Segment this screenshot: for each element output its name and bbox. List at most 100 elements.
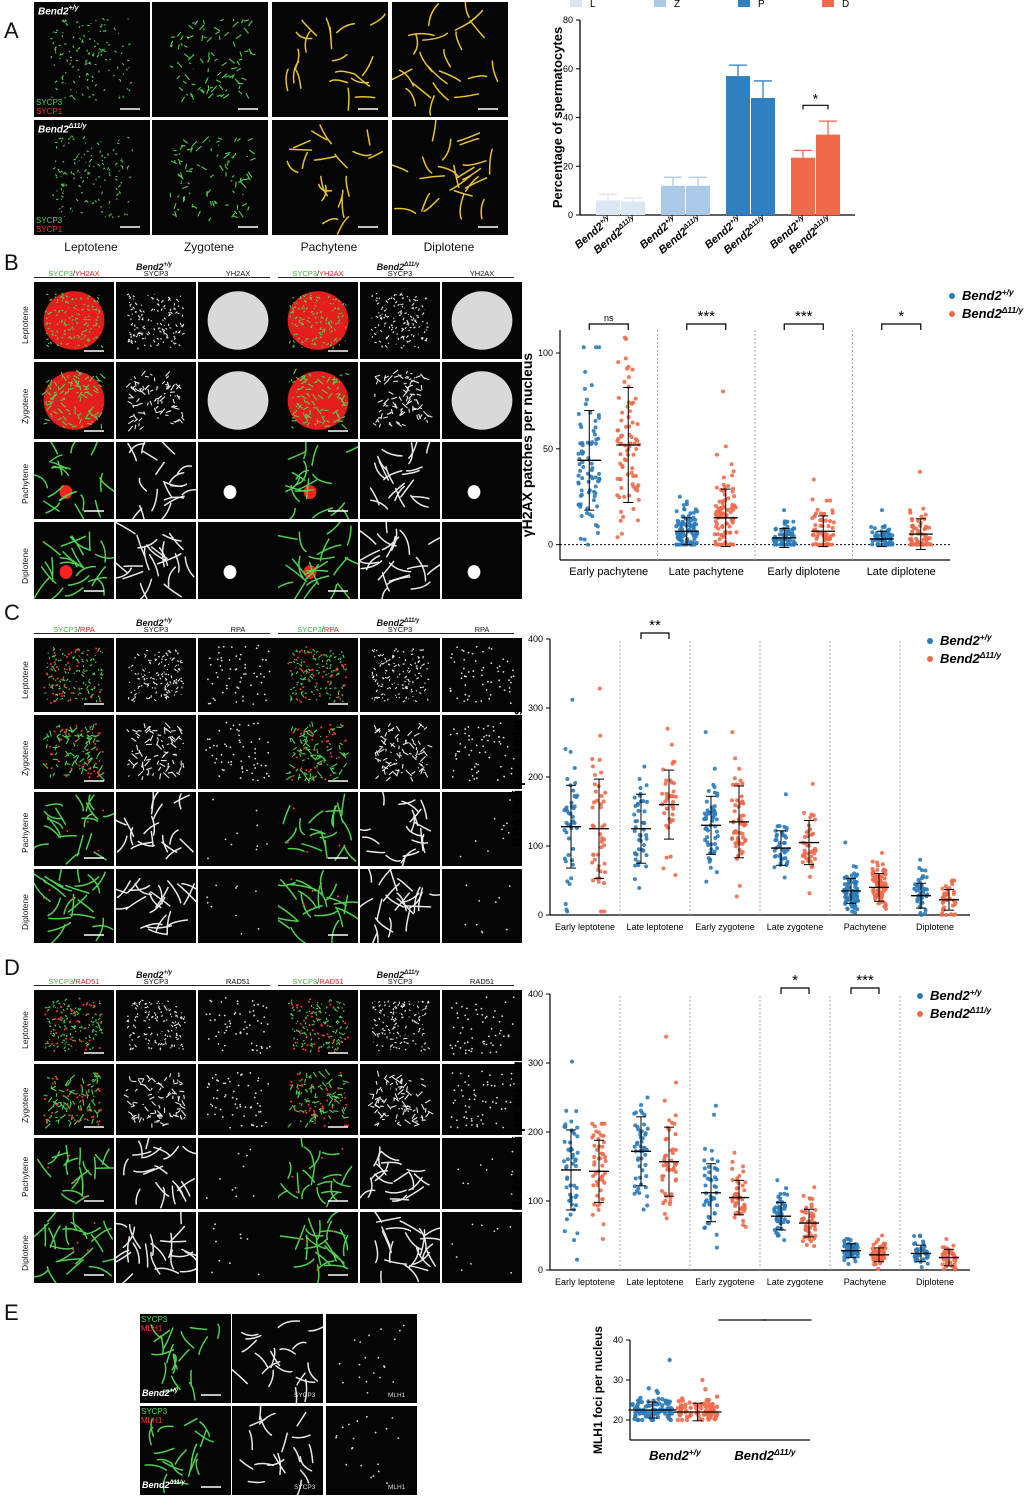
axis-fragment [82, 94, 83, 96]
axis-fragment [89, 53, 90, 55]
axis-fragment [148, 770, 149, 775]
focus [87, 772, 89, 774]
focus [506, 929, 508, 931]
axis-fragment [410, 316, 412, 318]
micrograph-c [278, 792, 358, 866]
axis-fragment [185, 74, 190, 80]
axis-fragment [177, 32, 181, 36]
focus [221, 754, 223, 756]
data-point [626, 405, 630, 409]
focus [233, 724, 235, 726]
axis-fragment [143, 386, 144, 388]
channel-header: SYCP3/YH2AX [278, 269, 358, 278]
focus [305, 697, 307, 699]
micrograph-c [34, 869, 114, 943]
axis-fragment [343, 655, 344, 657]
axis-fragment [310, 675, 311, 677]
data-point [784, 828, 788, 832]
data-point [812, 851, 816, 855]
data-point [741, 850, 745, 854]
axis-fragment [376, 650, 377, 651]
axis-fragment [151, 345, 152, 347]
focus [221, 669, 223, 671]
focus [466, 884, 468, 886]
axis-fragment [388, 659, 390, 661]
axis-fragment [392, 684, 393, 685]
data-point [564, 902, 568, 906]
axis-fragment [174, 695, 175, 696]
axis-fragment [167, 655, 169, 656]
axis-fragment [89, 1024, 90, 1026]
axis-fragment [135, 753, 141, 754]
data-point [810, 865, 814, 869]
focus [478, 900, 480, 902]
axis-fragment [115, 163, 117, 165]
data-point [692, 516, 696, 520]
focus [256, 825, 258, 827]
data-point [590, 383, 594, 387]
axis-fragment [408, 680, 410, 681]
focus [52, 693, 54, 695]
axis-fragment [402, 764, 403, 769]
focus [495, 901, 497, 903]
chromosome-axis [325, 841, 327, 858]
data-point [597, 880, 601, 884]
axis-fragment [121, 160, 123, 162]
data-point [616, 428, 620, 432]
axis-fragment [181, 43, 183, 46]
axis-fragment [74, 159, 76, 160]
axis-fragment [99, 48, 101, 50]
micrograph-image [116, 792, 196, 866]
axis-fragment [61, 188, 62, 190]
axis-fragment [91, 747, 96, 750]
chromosome-axis [409, 443, 413, 464]
chromosome-axis [406, 910, 410, 930]
chromosome-axis [355, 97, 374, 98]
focus [498, 679, 500, 681]
focus [78, 661, 80, 663]
axis-fragment [165, 659, 167, 660]
axis-fragment [388, 664, 390, 665]
data-point [579, 494, 583, 498]
focus [325, 778, 327, 780]
focus [342, 725, 344, 727]
axis-fragment [393, 772, 397, 776]
focus [54, 700, 56, 702]
focus [473, 778, 475, 780]
data-point [775, 833, 779, 837]
focus [313, 777, 315, 779]
data-point [890, 533, 894, 537]
genotype-label: Bend2+/y [38, 5, 79, 17]
data-point [632, 813, 636, 817]
axis-fragment [96, 1026, 98, 1027]
chromosome-axis [327, 522, 343, 534]
axis-fragment [86, 659, 88, 661]
data-point [704, 730, 708, 734]
micrograph-image [360, 282, 440, 359]
signal-cloud [452, 371, 513, 430]
axis-fragment [202, 35, 203, 41]
data-point [721, 499, 725, 503]
axis-fragment [100, 52, 101, 53]
focus [90, 773, 92, 775]
focus [253, 672, 255, 674]
axis-fragment [47, 667, 49, 668]
focus [226, 688, 228, 690]
focus [86, 654, 88, 656]
chromosome-axis [406, 89, 415, 106]
axis-fragment [167, 729, 172, 733]
axis-fragment [164, 393, 165, 394]
data-point [788, 538, 792, 542]
focus [453, 728, 455, 730]
axis-fragment [82, 661, 84, 663]
focus [308, 679, 310, 681]
axis-fragment [170, 1035, 171, 1036]
data-point [589, 474, 593, 478]
axis-fragment [174, 421, 180, 422]
axis-fragment [61, 1019, 62, 1021]
data-point [594, 425, 598, 429]
axis-fragment [70, 136, 71, 137]
micrograph-d [116, 990, 196, 1061]
chromosome-axis [77, 836, 83, 856]
axis-fragment [97, 752, 101, 757]
